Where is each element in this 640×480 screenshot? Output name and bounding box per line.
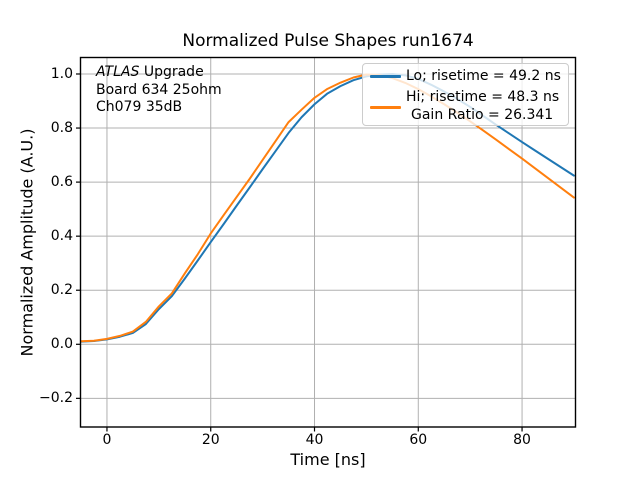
annotation-line-2: Board 634 25ohm <box>96 81 222 98</box>
figure-title: Normalized Pulse Shapes run1674 <box>182 31 474 51</box>
legend-hi-label: Hi; risetime = 48.3 ns Gain Ratio = 26.3… <box>406 89 559 124</box>
x-axis-label: Time [ns] <box>290 450 366 469</box>
annotation-line-1: ATLAS Upgrade <box>96 64 222 82</box>
annotation-experiment: ATLAS <box>96 64 140 80</box>
x-tick-label: 60 <box>409 432 428 448</box>
x-tick-label: 20 <box>201 432 220 448</box>
y-tick-label: 0.2 <box>50 282 73 299</box>
legend-hi-line-sample <box>370 106 401 109</box>
y-tick-label: 0.8 <box>50 120 73 137</box>
plot-annotation: ATLAS Upgrade Board 634 25ohm Ch079 35dB <box>96 64 222 117</box>
x-tick-label: 80 <box>513 432 531 448</box>
y-tick-label: 0.6 <box>50 174 73 191</box>
axes-frame <box>79 56 577 428</box>
y-tick-label: 1.0 <box>50 65 73 82</box>
legend-lo-line-sample <box>370 75 401 78</box>
pulse-curve-hi <box>80 73 575 343</box>
y-tick-label: −0.2 <box>39 390 73 407</box>
y-tick-label: 0.4 <box>50 228 73 245</box>
x-tick-label: 0 <box>102 432 112 448</box>
legend: Lo; risetime = 49.2 ns Hi; risetime = 48… <box>362 63 569 126</box>
legend-gain-ratio-label: Gain Ratio = 26.341 <box>411 106 554 123</box>
legend-hi-label-line1: Hi; risetime = 48.3 ns <box>406 89 560 105</box>
annotation-line-3: Ch079 35dB <box>96 99 183 115</box>
x-tick-label: 40 <box>305 432 324 448</box>
annotation-line-1-rest: Upgrade <box>139 64 204 80</box>
legend-lo-label: Lo; risetime = 49.2 ns <box>406 68 561 84</box>
y-tick-label: 0.0 <box>50 336 73 353</box>
